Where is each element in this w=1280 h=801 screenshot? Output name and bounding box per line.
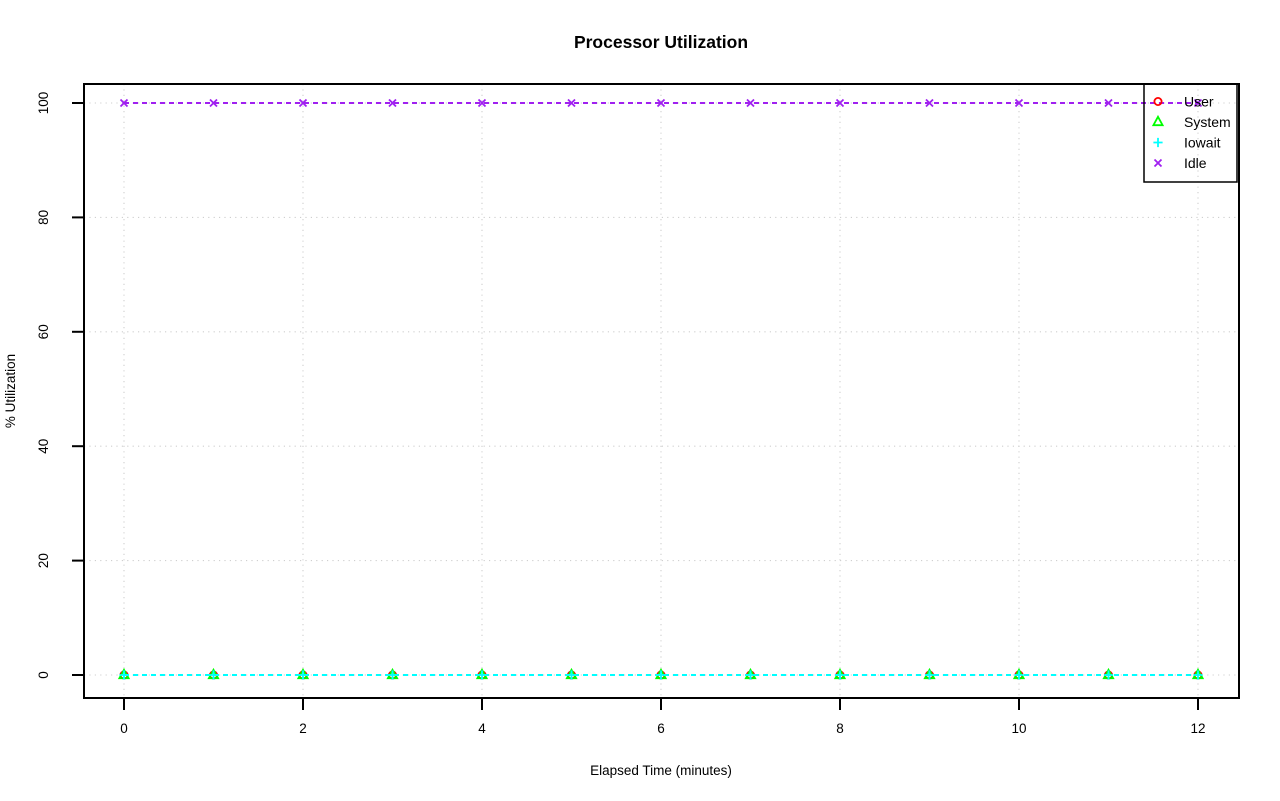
idle-marker: [1193, 98, 1203, 108]
idle-marker: [1014, 98, 1024, 108]
x-tick-label: 4: [478, 721, 486, 736]
y-tick-label: 80: [36, 210, 51, 225]
iowait-marker: [298, 670, 308, 680]
idle-marker: [656, 98, 666, 108]
chart-title: Processor Utilization: [574, 32, 748, 52]
legend-label: Idle: [1184, 155, 1207, 171]
iowait-marker: [208, 670, 219, 680]
x-tick-label: 10: [1011, 721, 1026, 736]
legend-label: User: [1184, 94, 1214, 110]
y-tick-label: 40: [36, 439, 51, 454]
legend-box: [1143, 83, 1238, 183]
iowait-marker: [656, 670, 666, 680]
legend: User System Iowait Idle: [1143, 83, 1238, 183]
iowait-marker: [387, 670, 398, 680]
legend-label: System: [1184, 114, 1231, 130]
y-axis-label: % Utilization: [3, 354, 18, 428]
idle-marker: [567, 98, 576, 108]
x-tick-label: 6: [657, 721, 665, 736]
iowait-marker: [477, 670, 487, 680]
iowait-marker: [1014, 670, 1024, 680]
legend-iowait-symbol: [1153, 137, 1163, 148]
data-series: [117, 98, 1205, 680]
idle-marker: [925, 98, 934, 108]
iowait-marker: [835, 670, 845, 680]
legend-system-symbol: [1151, 114, 1165, 127]
iowait-marker: [1193, 670, 1203, 680]
y-tick-label: 20: [36, 553, 51, 568]
idle-marker: [477, 98, 487, 108]
idle-marker: [119, 98, 129, 108]
iowait-marker: [745, 670, 756, 680]
x-tick-label: 2: [299, 721, 307, 736]
iowait-marker: [566, 670, 577, 680]
legend-idle-symbol: [1153, 158, 1163, 168]
idle-marker: [746, 98, 755, 108]
legend-user-symbol: [1153, 97, 1163, 107]
iowait-marker: [1103, 670, 1114, 680]
idle-marker: [388, 98, 397, 108]
x-tick-label: 12: [1190, 721, 1205, 736]
iowait-marker: [119, 670, 129, 680]
idle-marker: [209, 98, 218, 108]
x-tick-label: 8: [836, 721, 844, 736]
y-tick-label: 100: [36, 92, 51, 115]
iowait-marker: [924, 670, 935, 680]
y-tick-label: 60: [36, 324, 51, 339]
gridlines: [84, 84, 1239, 698]
legend-label: Iowait: [1184, 135, 1221, 151]
x-tick-label: 0: [120, 721, 128, 736]
idle-marker: [1104, 98, 1113, 108]
y-tick-label: 0: [36, 671, 51, 679]
idle-marker: [298, 98, 308, 108]
axis-ticks: 0 2 4 6 8 10 12 0 20 40 60 80 100: [36, 92, 1206, 736]
idle-marker: [835, 98, 845, 108]
x-axis-label: Elapsed Time (minutes): [590, 763, 732, 778]
